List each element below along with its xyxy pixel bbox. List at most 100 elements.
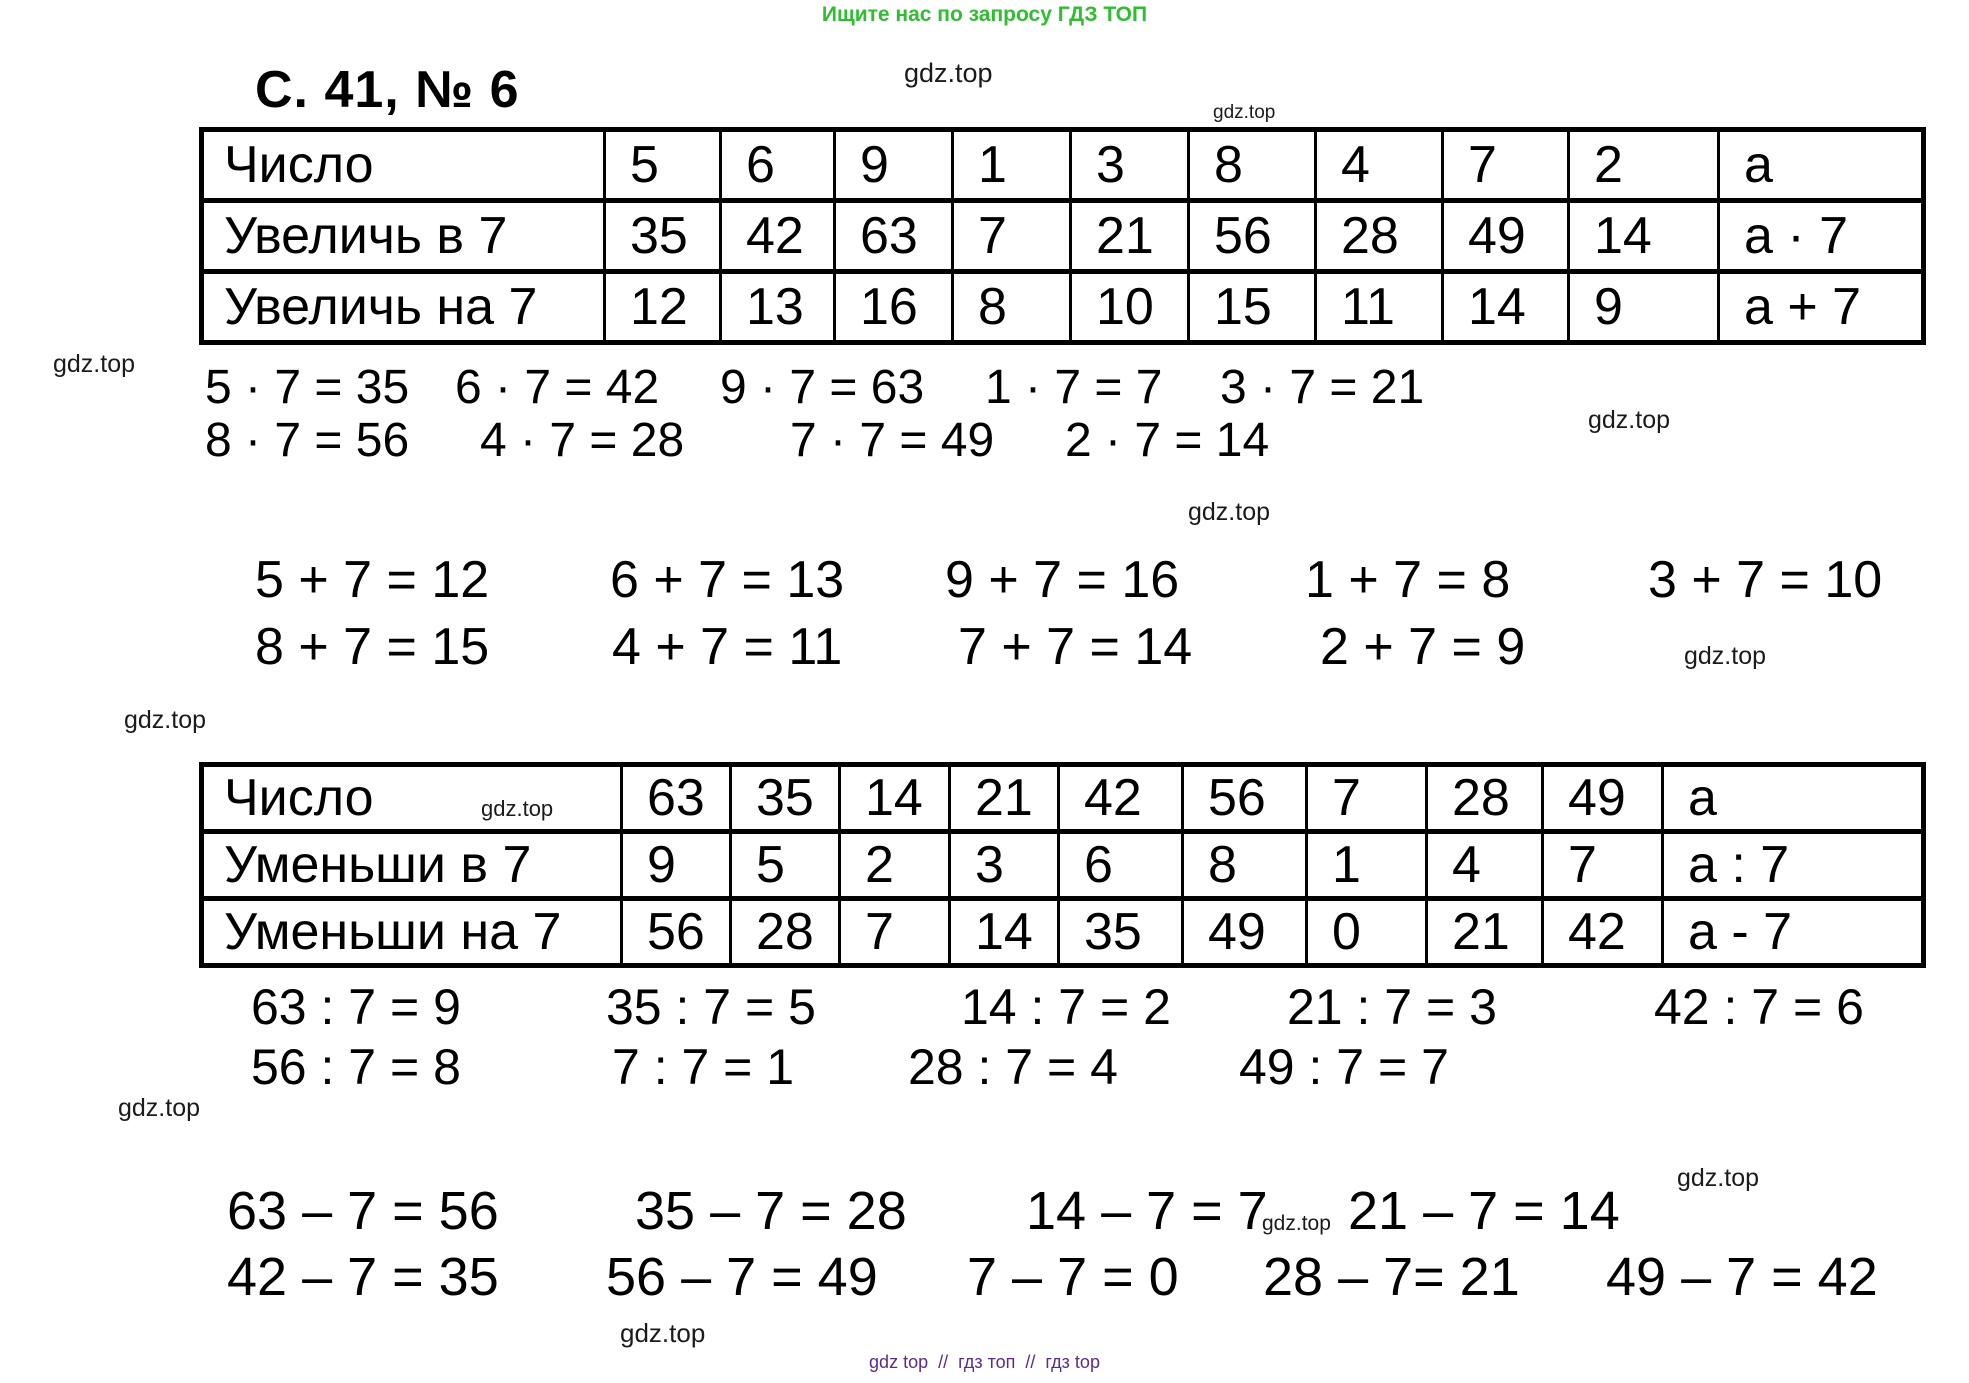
- table-cell: 10: [1069, 269, 1190, 345]
- equation: 6 · 7 = 42: [455, 361, 660, 414]
- table-cell: 3: [1069, 127, 1190, 203]
- table-cell: 8: [1187, 127, 1317, 203]
- table-cell: 0: [1305, 896, 1428, 968]
- watermark-gdz-top: gdz.top: [1188, 498, 1271, 526]
- table-cell: 13: [719, 269, 836, 345]
- equation: 49 : 7 = 7: [1239, 1039, 1449, 1095]
- table-cell: 42: [1541, 896, 1664, 968]
- table-cell: 28: [729, 896, 841, 968]
- equation: 1 · 7 = 7: [985, 361, 1163, 414]
- watermark-gdz-top: gdz.top: [1677, 1164, 1760, 1192]
- equation: 35 : 7 = 5: [606, 979, 816, 1035]
- watermark-gdz-top: gdz.top: [620, 1318, 706, 1348]
- equation: 1 + 7 = 8: [1305, 551, 1511, 609]
- table-row: Уменьши в 7 9 5 2 3 6 8 1 4 7 a : 7: [200, 829, 1925, 901]
- table-cell: 7: [951, 198, 1072, 274]
- table-cell: 4: [1314, 127, 1444, 203]
- table-cell: a · 7: [1717, 198, 1925, 274]
- table-cell: 14: [1441, 269, 1570, 345]
- table-cell: 11: [1314, 269, 1444, 345]
- table-cell: a: [1661, 762, 1925, 834]
- watermark-gdz-top: gdz.top: [124, 706, 207, 734]
- table-row: Увеличь в 7 35 42 63 7 21 56 28 49 14 a …: [200, 198, 1925, 274]
- row-label: Число: [200, 127, 606, 203]
- equation: 4 + 7 = 11: [612, 618, 843, 676]
- table-cell: 21: [948, 762, 1060, 834]
- equation: 3 · 7 = 21: [1220, 361, 1425, 414]
- table-cell: 14: [948, 896, 1060, 968]
- table-cell: 28: [1314, 198, 1444, 274]
- table-cell: 14: [838, 762, 951, 834]
- table-row: Число 5 6 9 1 3 8 4 7 2 a: [200, 127, 1925, 203]
- table-cell: 9: [620, 829, 732, 901]
- table-cell: 56: [1181, 762, 1308, 834]
- equation: 2 · 7 = 14: [1065, 414, 1270, 467]
- table-cell: 4: [1425, 829, 1544, 901]
- equation: 8 + 7 = 15: [255, 618, 490, 676]
- table-cell: 16: [833, 269, 954, 345]
- footer-links: gdz top // гдз топ // гдз top: [869, 1352, 1100, 1372]
- table-cell: 2: [1567, 127, 1720, 203]
- row-label: Увеличь на 7: [200, 269, 606, 345]
- table-cell: 63: [620, 762, 732, 834]
- equation: 63 : 7 = 9: [251, 979, 461, 1035]
- equation: 42 : 7 = 6: [1654, 979, 1864, 1035]
- table-cell: 9: [1567, 269, 1720, 345]
- equation: 7 · 7 = 49: [790, 414, 995, 467]
- table-cell: 8: [951, 269, 1072, 345]
- equation: 2 + 7 = 9: [1320, 618, 1526, 676]
- table-cell: 14: [1567, 198, 1720, 274]
- page-title: С. 41, № 6: [255, 61, 520, 119]
- table-cell: a - 7: [1661, 896, 1925, 968]
- equation: 9 + 7 = 16: [945, 551, 1180, 609]
- equation: 35 – 7 = 28: [635, 1181, 907, 1241]
- equation: 7 + 7 = 14: [958, 618, 1193, 676]
- equation: 5 · 7 = 35: [205, 361, 410, 414]
- equation: 28 : 7 = 4: [908, 1039, 1118, 1095]
- watermark-gdz-top: gdz.top: [1588, 406, 1671, 434]
- table-cell: 35: [729, 762, 841, 834]
- equation: 14 – 7 = 7: [1026, 1181, 1268, 1241]
- table-row: Число 63 35 14 21 42 56 7 28 49 a: [200, 762, 1925, 834]
- increase-by-7-table: Число 5 6 9 1 3 8 4 7 2 a Увеличь в 7 35…: [199, 127, 1926, 345]
- table-cell: 42: [1057, 762, 1184, 834]
- equation: 63 – 7 = 56: [227, 1181, 499, 1241]
- equation: 6 + 7 = 13: [610, 551, 845, 609]
- table-cell: 35: [603, 198, 722, 274]
- equation: 4 · 7 = 28: [480, 414, 685, 467]
- table-cell: 6: [1057, 829, 1184, 901]
- table-cell: 28: [1425, 762, 1544, 834]
- watermark-gdz-top: gdz.top: [1213, 102, 1276, 123]
- table-cell: 56: [620, 896, 732, 968]
- table-row: Уменьши на 7 56 28 7 14 35 49 0 21 42 a …: [200, 896, 1925, 968]
- row-label: Число: [200, 762, 623, 834]
- equation: 42 – 7 = 35: [227, 1247, 499, 1307]
- equation: 7 : 7 = 1: [612, 1039, 795, 1095]
- equation: 56 – 7 = 49: [606, 1247, 878, 1307]
- table-cell: 42: [719, 198, 836, 274]
- equation: 21 : 7 = 3: [1287, 979, 1497, 1035]
- table-cell: 7: [1305, 762, 1428, 834]
- equation: 9 · 7 = 63: [720, 361, 925, 414]
- decrease-by-7-table: Число 63 35 14 21 42 56 7 28 49 a Уменьш…: [199, 762, 1926, 968]
- table-cell: 1: [951, 127, 1072, 203]
- equation: 56 : 7 = 8: [251, 1039, 461, 1095]
- equation: 28 – 7= 21: [1263, 1247, 1520, 1307]
- table-cell: a : 7: [1661, 829, 1925, 901]
- table-cell: a + 7: [1717, 269, 1925, 345]
- table-cell: 12: [603, 269, 722, 345]
- table-cell: 7: [1441, 127, 1570, 203]
- table-cell: 21: [1425, 896, 1544, 968]
- table-cell: 9: [833, 127, 954, 203]
- table-cell: 15: [1187, 269, 1317, 345]
- table-cell: 7: [1541, 829, 1664, 901]
- equation: 49 – 7 = 42: [1606, 1247, 1878, 1307]
- table-cell: 21: [1069, 198, 1190, 274]
- table-cell: 56: [1187, 198, 1317, 274]
- watermark-gdz-top: gdz.top: [1262, 1212, 1331, 1235]
- watermark-gdz-top: gdz.top: [481, 796, 554, 821]
- equation: 3 + 7 = 10: [1648, 551, 1883, 609]
- table-cell: 1: [1305, 829, 1428, 901]
- table-cell: 3: [948, 829, 1060, 901]
